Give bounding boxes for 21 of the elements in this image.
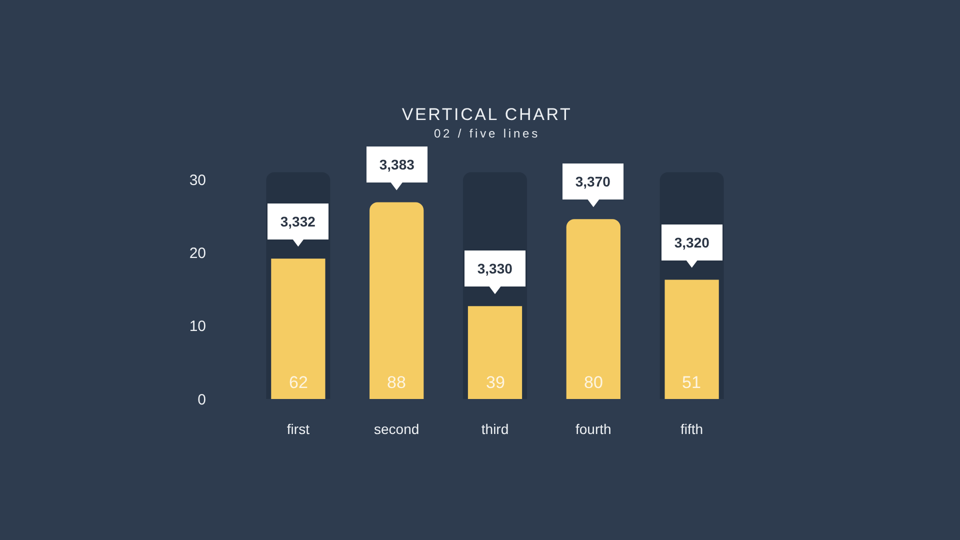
y-tick-label: 10: [189, 318, 206, 336]
x-tick-label: fifth: [680, 421, 704, 437]
x-tick-label: third: [481, 421, 509, 437]
annotation: 3,370: [575, 174, 611, 190]
chart-title: VERTICAL CHART: [402, 104, 572, 124]
annotation: 80: [584, 373, 603, 392]
annotation: 88: [387, 373, 406, 392]
x-tick-label: second: [374, 421, 420, 437]
annotation: 39: [486, 373, 505, 392]
annotation: 3,320: [674, 234, 710, 250]
chart-subtitle: 02 / five lines: [434, 126, 540, 140]
x-tick-label: fourth: [575, 421, 612, 437]
y-tick-label: 30: [189, 172, 206, 189]
annotation: 62: [289, 373, 308, 392]
annotation: 51: [682, 373, 701, 392]
x-tick-label: first: [286, 421, 310, 437]
annotation: 3,330: [477, 260, 513, 276]
y-tick-label: 20: [189, 245, 206, 262]
y-tick-label: 0: [198, 391, 206, 408]
annotation: 3,332: [280, 214, 316, 230]
annotation: 3,383: [379, 156, 415, 172]
